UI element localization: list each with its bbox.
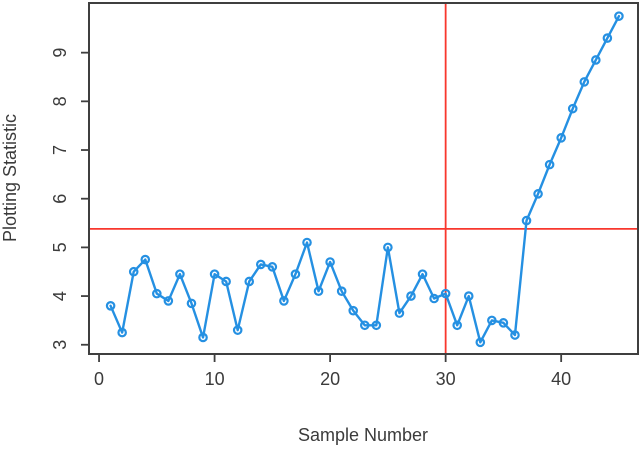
data-point-marker <box>371 320 382 331</box>
data-point-marker <box>591 55 601 65</box>
data-point-marker <box>452 320 462 331</box>
data-point-marker <box>521 215 532 226</box>
x-tick-label: 0 <box>94 369 104 389</box>
data-point-marker <box>175 269 185 279</box>
x-tick-label: 10 <box>205 369 225 389</box>
data-point-marker <box>359 320 370 331</box>
data-point-marker <box>463 291 474 301</box>
data-point-marker <box>209 269 220 279</box>
series-line <box>109 14 621 344</box>
data-point-marker <box>429 293 439 304</box>
data-point-marker <box>186 298 197 309</box>
data-point-marker <box>244 276 255 287</box>
data-point-marker <box>279 296 289 306</box>
data-point-marker <box>152 288 162 299</box>
y-tick-label: 7 <box>50 145 70 155</box>
x-tick-label: 40 <box>551 369 571 389</box>
data-point-marker <box>255 259 266 270</box>
data-point-marker <box>567 103 578 114</box>
y-tick-label: 8 <box>50 96 70 106</box>
data-point-marker <box>302 237 312 248</box>
data-point-marker <box>313 286 324 296</box>
data-point-marker <box>510 330 520 340</box>
x-tick-label: 30 <box>436 369 456 389</box>
data-point-marker <box>383 242 393 253</box>
plot-border <box>88 2 639 355</box>
data-point-marker <box>556 133 566 143</box>
data-point-marker <box>394 308 405 318</box>
data-point-marker <box>290 269 301 279</box>
y-tick-label: 3 <box>50 340 70 350</box>
x-axis-title: Sample Number <box>298 425 428 445</box>
data-point-marker <box>348 305 359 316</box>
data-point-marker <box>475 337 486 348</box>
data-point-marker <box>487 315 497 326</box>
data-point-marker <box>498 318 509 328</box>
y-axis-title: Plotting Statistic <box>0 114 20 242</box>
data-point-marker <box>602 33 613 43</box>
data-point-marker <box>406 291 416 301</box>
data-point-marker <box>440 288 451 299</box>
data-point-marker <box>267 262 278 272</box>
data-point-marker <box>140 254 151 265</box>
data-point-marker <box>325 257 335 267</box>
data-point-marker <box>117 327 127 338</box>
data-point-marker <box>579 77 590 87</box>
y-tick-label: 5 <box>50 242 70 252</box>
y-tick-label: 4 <box>50 291 70 301</box>
data-point-marker <box>614 11 624 21</box>
data-point-marker <box>336 286 347 296</box>
data-point-marker <box>105 301 116 311</box>
data-point-marker <box>128 266 139 277</box>
data-point-marker <box>232 325 243 335</box>
data-point-marker <box>417 269 428 279</box>
x-tick-label: 20 <box>320 369 340 389</box>
data-point-marker <box>544 159 555 170</box>
data-point-marker <box>163 296 174 306</box>
data-point-marker <box>198 332 208 343</box>
y-tick-label: 6 <box>50 194 70 204</box>
data-point-marker <box>221 276 231 287</box>
y-tick-label: 9 <box>50 48 70 58</box>
data-point-marker <box>533 189 543 199</box>
